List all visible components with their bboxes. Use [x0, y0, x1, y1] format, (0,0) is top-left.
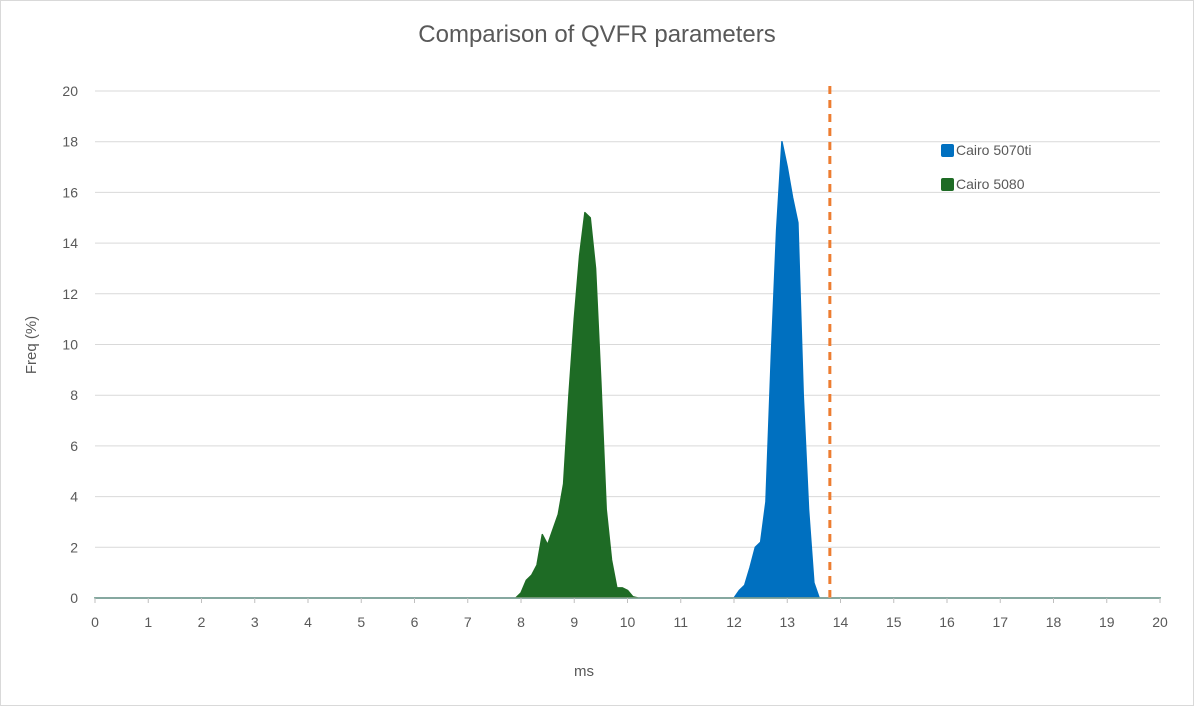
x-tick-label: 3 — [251, 614, 259, 630]
x-tick-label: 17 — [992, 614, 1008, 630]
legend-label: Cairo 5070ti — [956, 142, 1032, 158]
x-tick-label: 14 — [833, 614, 849, 630]
x-tick-label: 19 — [1099, 614, 1115, 630]
x-axis-label: ms — [574, 663, 594, 680]
chart-title: Comparison of QVFR parameters — [418, 21, 775, 48]
y-tick-label: 12 — [62, 286, 78, 302]
x-tick-label: 9 — [570, 614, 578, 630]
x-tick-label: 20 — [1152, 614, 1168, 630]
x-tick-label: 18 — [1046, 614, 1062, 630]
legend-swatch — [941, 178, 954, 191]
x-tick-label: 10 — [620, 614, 636, 630]
y-tick-label: 20 — [62, 83, 78, 99]
legend-swatch — [941, 144, 954, 157]
y-axis: 0 2 4 6 8 10 12 14 16 18 20 — [62, 83, 78, 606]
x-tick-label: 8 — [517, 614, 525, 630]
legend-label: Cairo 5080 — [956, 176, 1025, 192]
y-tick-label: 8 — [70, 387, 78, 403]
y-tick-label: 0 — [70, 590, 78, 606]
y-tick-label: 6 — [70, 438, 78, 454]
x-tick-label: 15 — [886, 614, 902, 630]
y-tick-label: 18 — [62, 134, 78, 150]
x-tick-label: 7 — [464, 614, 472, 630]
series-area-cairo-5080 — [94, 211, 1161, 599]
y-tick-label: 14 — [62, 235, 78, 251]
x-tick-label: 5 — [357, 614, 365, 630]
x-tick-label: 0 — [91, 614, 99, 630]
x-tick-label: 16 — [939, 614, 955, 630]
legend: Cairo 5070ti Cairo 5080 — [941, 142, 1032, 192]
x-tick-label: 12 — [726, 614, 742, 630]
x-axis: 0 1 2 3 4 5 6 7 8 9 10 11 12 13 14 15 16 17 18 19 20 — [91, 597, 1168, 630]
x-tick-label: 2 — [198, 614, 206, 630]
y-tick-label: 10 — [62, 337, 78, 353]
gridlines — [95, 90, 1160, 548]
x-tick-label: 4 — [304, 614, 312, 630]
x-tick-label: 6 — [411, 614, 419, 630]
series-layer — [94, 86, 1161, 599]
series-area-cairo-5070ti — [94, 140, 1161, 599]
y-tick-label: 2 — [70, 539, 78, 555]
x-tick-label: 1 — [144, 614, 152, 630]
y-axis-label: Freq (%) — [23, 316, 40, 374]
x-tick-label: 11 — [673, 614, 688, 630]
y-tick-label: 16 — [62, 184, 78, 200]
x-tick-label: 13 — [779, 614, 795, 630]
y-tick-label: 4 — [70, 489, 78, 505]
